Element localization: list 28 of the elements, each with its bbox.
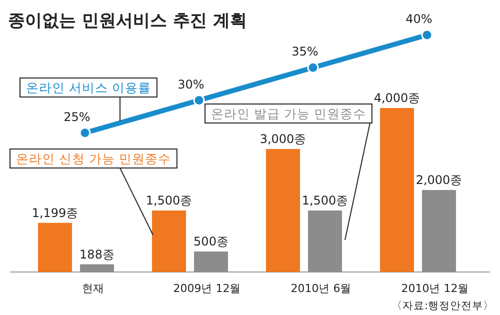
data-label: 1,199종 — [32, 206, 78, 220]
x-tick-label: 2009년 12월 — [173, 282, 241, 295]
x-tick-label: 2010년 6월 — [290, 282, 352, 295]
chart-title: 종이없는 민원서비스 추진 계획 — [8, 11, 247, 31]
data-label: 35% — [292, 44, 318, 59]
bar — [80, 264, 114, 272]
bar — [38, 222, 72, 272]
bar — [194, 252, 228, 272]
data-label: 1,500종 — [302, 194, 348, 208]
text: 온라인 발급 가능 민원종수 — [211, 106, 366, 121]
data-label: 3,000종 — [260, 132, 306, 146]
x-tick-label: 현재 — [82, 282, 104, 295]
text: 〈자료:행정안전부〉 — [391, 300, 494, 312]
bar — [152, 210, 186, 272]
data-label: 30% — [178, 77, 204, 92]
data-label: 2,000종 — [416, 173, 462, 187]
bar — [266, 149, 300, 272]
bar — [308, 210, 342, 272]
data-label: 500종 — [194, 234, 228, 248]
data-label: 40% — [406, 12, 432, 26]
bar — [380, 108, 414, 272]
series-label: 온라인 서비스 이용률 — [26, 80, 151, 95]
data-label: 4,000종 — [374, 91, 420, 105]
x-tick-label: 2010년 12월 — [401, 282, 469, 295]
data-label: 1,500종 — [146, 194, 192, 208]
bar — [422, 190, 456, 272]
data-label: 25% — [64, 110, 90, 124]
data-label: 188종 — [80, 247, 114, 262]
